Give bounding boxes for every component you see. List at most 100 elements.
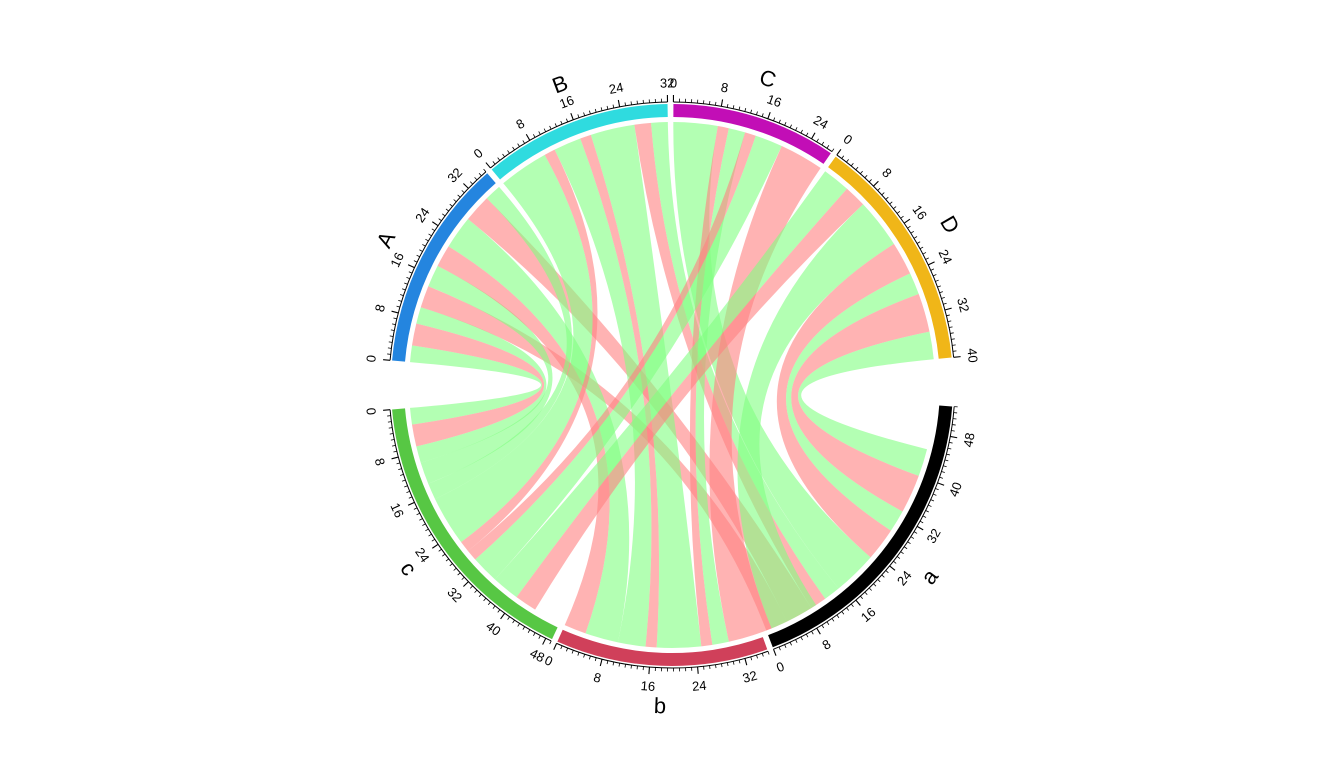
- minor-tick: [453, 567, 457, 571]
- major-tick: [855, 599, 861, 606]
- minor-tick: [841, 155, 845, 159]
- chord-link-B-a-15: [651, 122, 839, 599]
- minor-tick: [438, 218, 442, 222]
- minor-tick: [502, 153, 505, 158]
- minor-tick: [517, 623, 520, 627]
- sector-axis-B: [490, 101, 668, 169]
- tick-label-A-32: 32: [444, 165, 465, 186]
- minor-tick: [445, 558, 449, 562]
- minor-tick: [538, 131, 541, 135]
- minor-tick: [612, 661, 615, 666]
- minor-tick: [885, 570, 889, 574]
- minor-tick: [577, 114, 580, 118]
- minor-tick: [402, 288, 406, 291]
- chord-link-D-c-23: [516, 188, 864, 610]
- minor-tick: [916, 241, 921, 244]
- chord-link-A-c-8: [428, 186, 573, 500]
- minor-tick: [855, 166, 859, 171]
- minor-tick: [431, 538, 435, 542]
- sectors-layer: 0 8 16 24 32 A 0 8 16 24 32 B 0 8 16 24 C 0 8 16 24 32 40 D 0 8 16…: [363, 64, 980, 718]
- minor-tick: [442, 553, 446, 557]
- major-tick: [431, 543, 439, 549]
- tick-label-D-40: 40: [964, 347, 980, 363]
- minor-tick: [821, 624, 825, 629]
- tick-label-c-0: 0: [363, 407, 379, 416]
- minor-tick: [925, 510, 929, 513]
- tick-label-c-40: 40: [483, 618, 504, 639]
- major-tick: [916, 525, 924, 531]
- minor-tick: [726, 103, 729, 108]
- major-tick: [599, 659, 603, 667]
- minor-tick: [910, 230, 915, 234]
- major-tick: [542, 638, 547, 645]
- minor-tick: [778, 646, 781, 651]
- minor-tick: [900, 551, 904, 555]
- minor-tick: [773, 117, 776, 121]
- minor-tick: [868, 587, 872, 591]
- minor-tick: [784, 644, 787, 648]
- minor-tick: [937, 285, 941, 288]
- minor-tick: [767, 651, 770, 655]
- minor-tick: [941, 296, 945, 299]
- minor-tick: [947, 447, 952, 450]
- minor-tick: [860, 595, 864, 600]
- minor-tick: [850, 603, 854, 607]
- minor-tick: [630, 101, 632, 105]
- minor-tick: [900, 215, 904, 219]
- major-tick: [811, 132, 816, 140]
- minor-tick: [478, 172, 482, 177]
- tick-label-c-24: 24: [412, 545, 433, 565]
- minor-tick: [896, 556, 901, 559]
- minor-tick: [393, 317, 397, 320]
- sector-band-A: [392, 173, 496, 362]
- minor-tick: [932, 274, 937, 277]
- tick-label-a-8: 8: [820, 636, 834, 653]
- chord-link-A-b-6: [448, 219, 630, 643]
- chord-link-A-c-1: [412, 323, 545, 447]
- minor-tick: [732, 105, 735, 109]
- minor-tick: [756, 654, 758, 659]
- tick-label-C-24: 24: [811, 112, 831, 132]
- minor-tick: [398, 468, 402, 471]
- major-tick: [407, 501, 415, 506]
- tick-label-b-32: 32: [741, 668, 759, 686]
- minor-tick: [413, 260, 418, 263]
- major-tick: [953, 356, 961, 358]
- tick-label-b-16: 16: [640, 678, 656, 694]
- minor-tick: [483, 597, 487, 602]
- minor-tick: [910, 536, 915, 539]
- minor-tick: [419, 518, 423, 521]
- minor-tick: [389, 433, 394, 435]
- tick-label-B-32: 32: [660, 75, 675, 90]
- minor-tick: [750, 656, 753, 661]
- minor-tick: [560, 645, 563, 650]
- minor-tick: [422, 244, 426, 247]
- minor-tick: [589, 655, 591, 660]
- minor-tick: [612, 104, 615, 109]
- minor-tick: [392, 323, 396, 326]
- minor-tick: [949, 326, 953, 328]
- minor-tick: [390, 329, 395, 331]
- major-tick: [485, 162, 491, 169]
- minor-tick: [795, 639, 798, 643]
- minor-tick: [449, 203, 453, 207]
- minor-tick: [404, 282, 408, 285]
- minor-tick: [390, 439, 395, 441]
- minor-tick: [805, 132, 809, 137]
- minor-tick: [422, 523, 426, 526]
- major-tick: [617, 99, 621, 107]
- minor-tick: [474, 177, 478, 181]
- minor-tick: [951, 338, 955, 340]
- minor-tick: [860, 170, 863, 175]
- minor-tick: [778, 119, 781, 124]
- major-tick: [767, 111, 771, 119]
- major-tick: [697, 666, 699, 674]
- tick-label-B-8: 8: [513, 116, 527, 133]
- minor-tick: [461, 190, 465, 194]
- minor-tick: [800, 129, 803, 134]
- sector-band-D: [828, 156, 952, 359]
- minor-tick: [811, 631, 814, 635]
- minor-tick: [438, 548, 442, 552]
- minor-tick: [497, 609, 501, 613]
- minor-tick: [864, 174, 868, 179]
